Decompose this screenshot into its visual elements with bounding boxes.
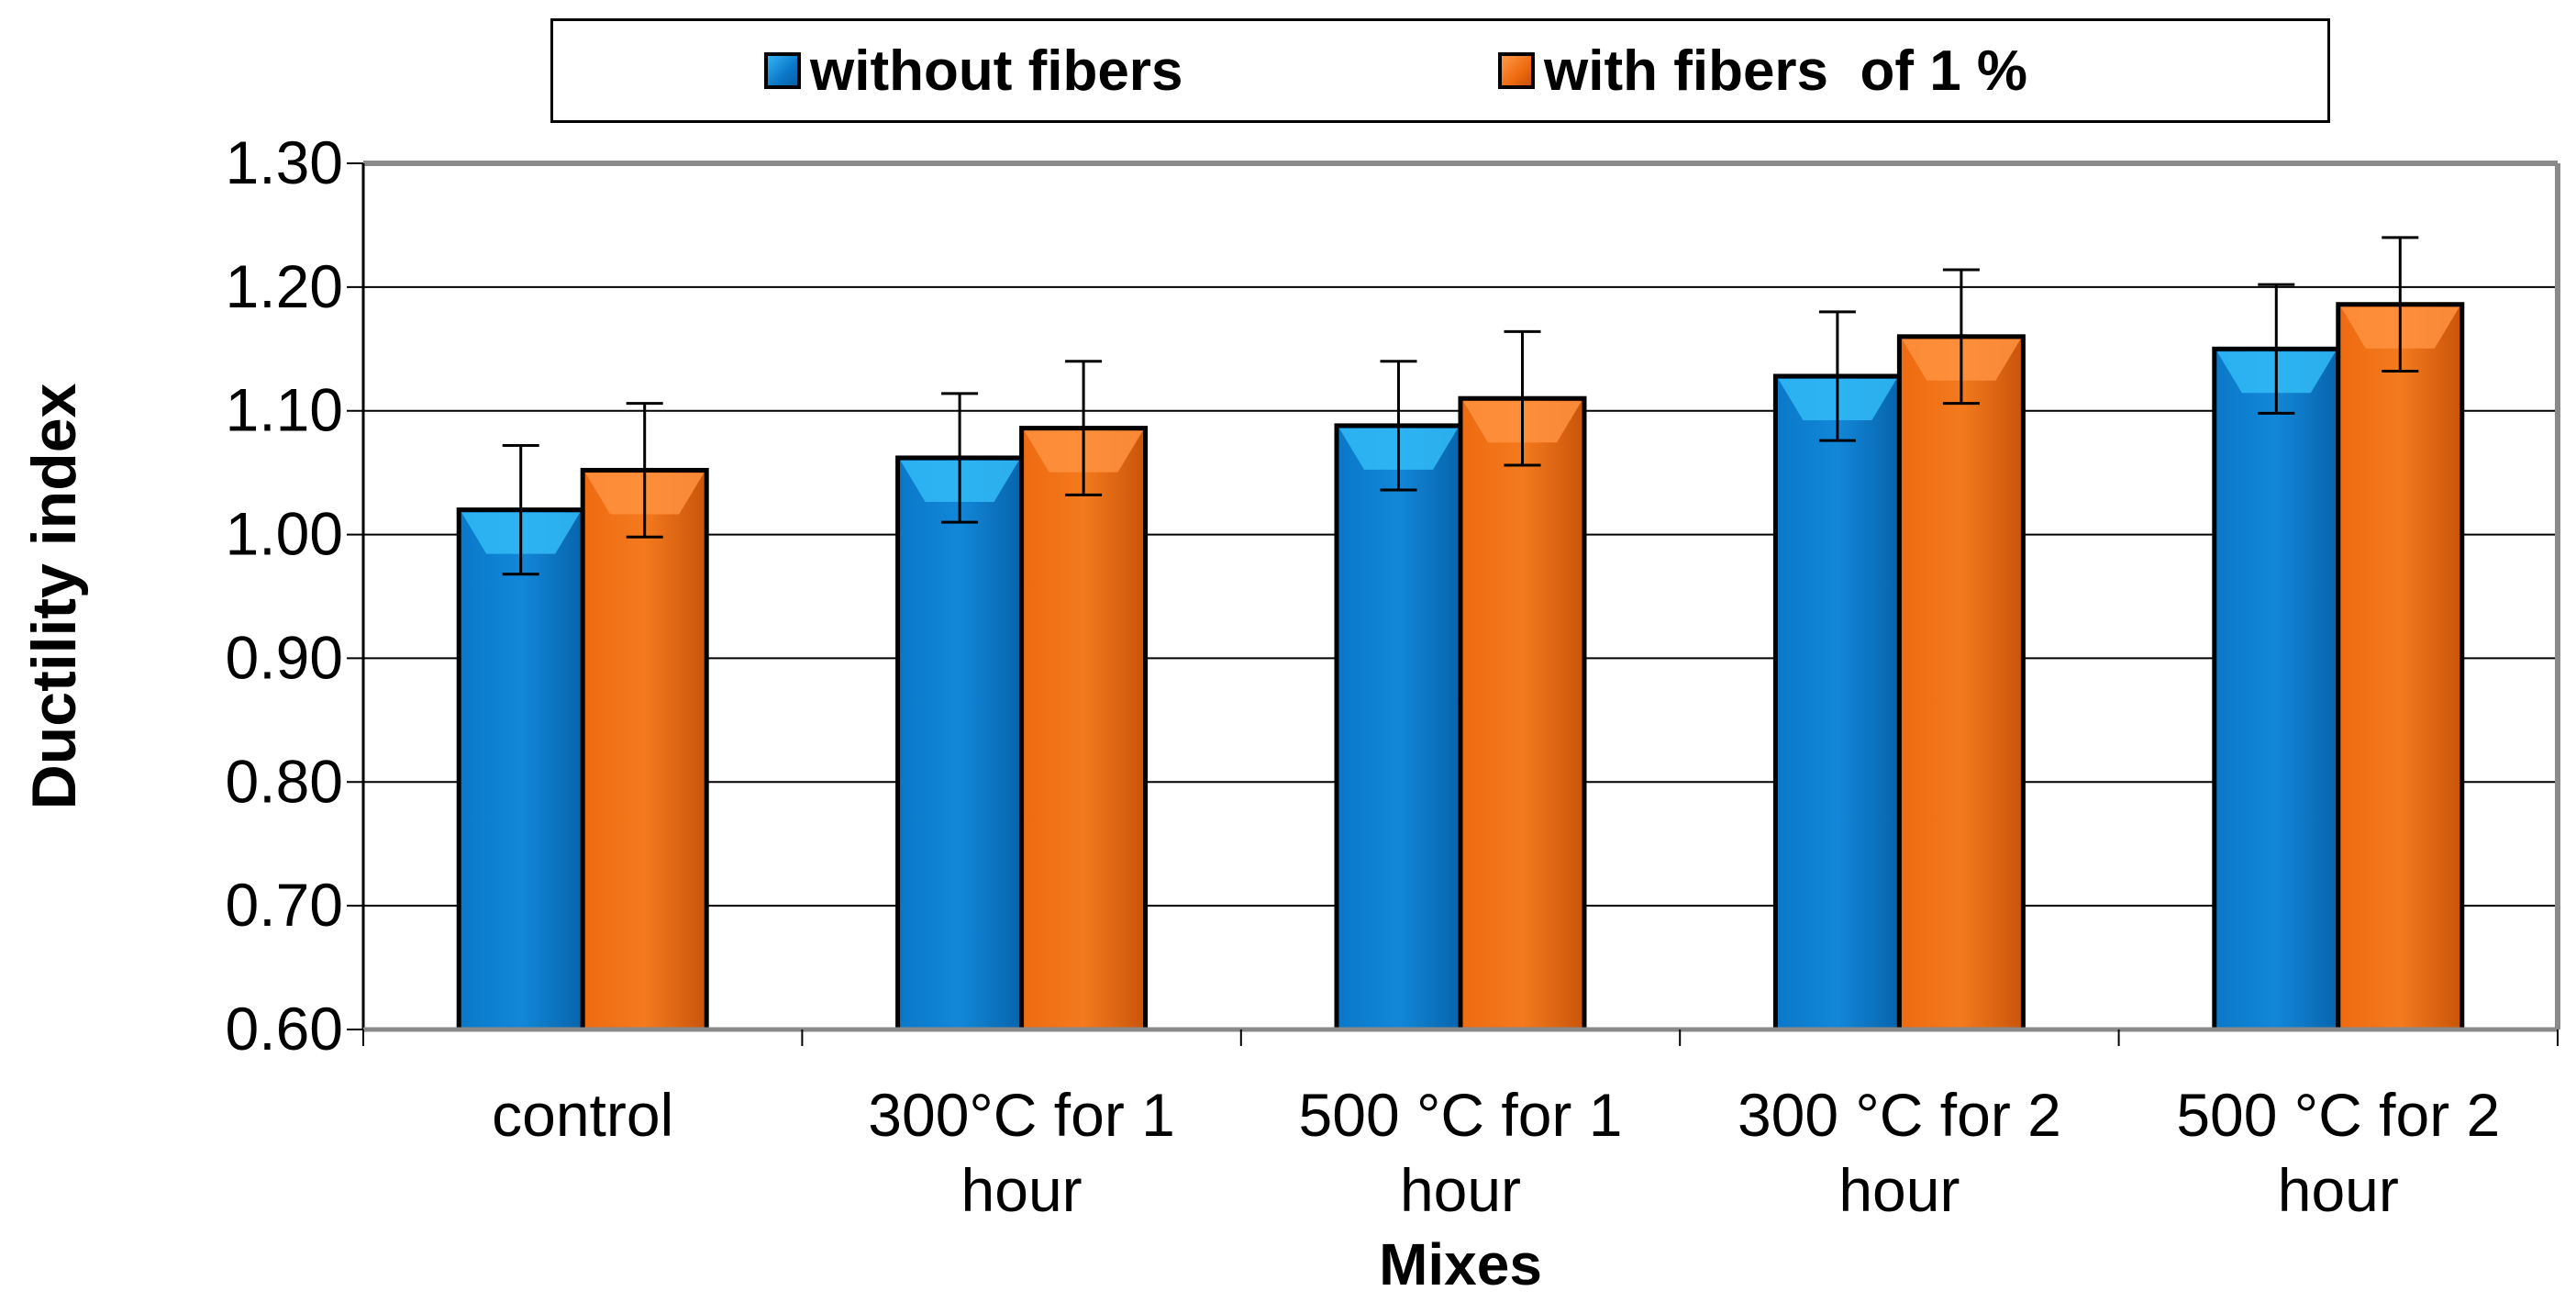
legend: without fibers with fibers of 1 % [550,18,2330,123]
x-tick-label-line: 500 °C for 1 [1299,1081,1623,1149]
x-axis-title: Mixes [1379,1231,1542,1297]
y-tick-label-5: 1.10 [226,376,343,444]
y-tick-label-3: 0.90 [226,623,343,691]
bar-with-fibers-of-1-1 [1019,426,1149,1032]
y-tick-label-0: 0.60 [226,995,343,1063]
y-tick-label-4: 1.00 [226,500,343,568]
x-tick-label-line: hour [1400,1156,1521,1224]
y-axis-title: Ductility index [19,383,89,809]
x-tick-label-line: control [492,1081,673,1149]
bar-with-fibers-of-1-2 [1458,395,1587,1032]
bar-with-fibers-of-1-0 [580,467,709,1032]
x-tick-label-line: 300°C for 1 [868,1081,1175,1149]
y-tick-label-6: 1.20 [226,252,343,320]
y-tick-label-1: 0.70 [226,871,343,939]
bar-with-fibers-of-1-3 [1896,334,2026,1032]
x-tick-label-line: hour [961,1156,1083,1224]
x-tick-label-1: 300°C for 1 hour [868,1081,1175,1224]
y-tick-label-7: 1.30 [226,128,343,196]
bar-without-fibers-4 [2212,346,2341,1032]
x-tick-label-0: control [492,1081,673,1149]
legend-label-without-fibers: without fibers [810,39,1183,103]
legend-label-with-fibers: with fibers of 1 % [1544,39,2028,103]
x-tick-label-4: 500 °C for 2 hour [2176,1081,2500,1224]
bar-without-fibers-1 [895,455,1025,1032]
bar-with-fibers-of-1-4 [2336,302,2465,1032]
x-tick-label-line: 500 °C for 2 [2176,1081,2500,1149]
y-tick-label-2: 0.80 [226,747,343,815]
x-tick-label-2: 500 °C for 1 hour [1299,1081,1623,1224]
legend-item-without-fibers: without fibers [764,21,1183,120]
bar-without-fibers-0 [456,507,585,1032]
legend-item-with-fibers: with fibers of 1 % [1498,21,2027,120]
bar-without-fibers-3 [1772,373,1902,1032]
legend-swatch-without-fibers [764,52,801,89]
x-tick-label-3: 300 °C for 2 hour [1738,1081,2061,1224]
x-tick-label-line: hour [1838,1156,1960,1224]
bar-without-fibers-2 [1334,423,1463,1032]
legend-swatch-with-fibers [1498,52,1535,89]
x-tick-label-line: 300 °C for 2 [1738,1081,2061,1149]
x-tick-label-line: hour [2278,1156,2399,1224]
